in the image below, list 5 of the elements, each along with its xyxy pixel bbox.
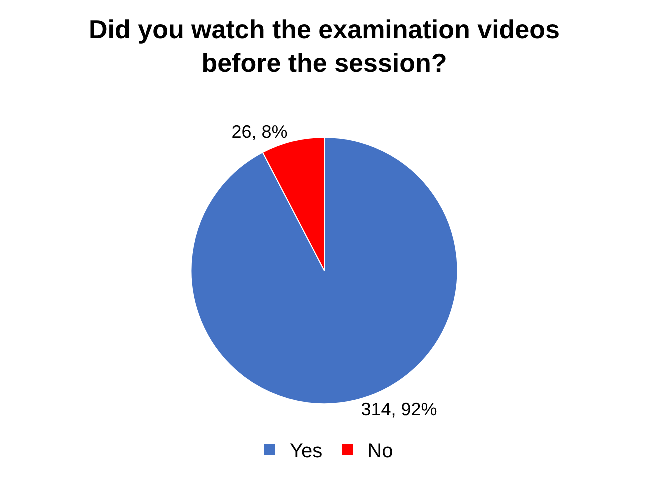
legend-label: Yes	[290, 440, 323, 462]
data-label: 314, 92%	[361, 400, 438, 420]
data-label: 26, 8%	[232, 122, 288, 142]
chart-title: Did you watch the examination videos before the session?	[89, 14, 560, 78]
legend-label: No	[368, 440, 394, 462]
